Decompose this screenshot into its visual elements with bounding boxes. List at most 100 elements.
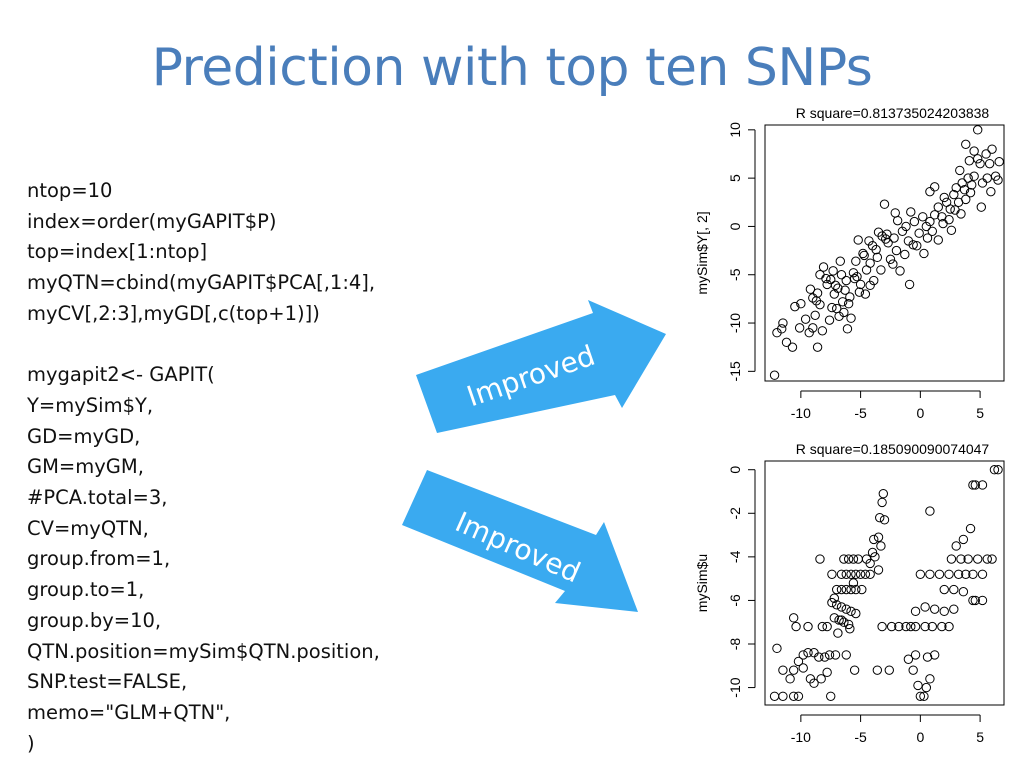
data-point [900,249,910,260]
data-point [809,678,819,688]
data-point [876,265,886,275]
data-point [843,554,854,564]
data-point [895,266,905,276]
data-point [772,643,782,654]
data-point [977,178,988,188]
data-point [944,214,954,225]
data-point [836,602,847,612]
data-point [865,569,875,579]
data-point [873,227,884,237]
data-point [769,691,780,701]
data-point [910,650,921,660]
data-point [852,271,862,282]
data-point [785,674,795,684]
data-point [878,488,889,499]
arrow-shape-upper [416,300,666,433]
data-point [938,218,948,229]
data-point [836,615,847,625]
data-point [809,648,819,658]
data-point [872,252,883,263]
code-line: myCV[,2:3],myGD[,c(top+1)]) [27,301,320,325]
data-point [836,584,847,595]
data-point [963,554,973,564]
data-point [918,212,928,222]
data-point [781,337,792,348]
data-point [994,157,1004,167]
data-point [944,569,954,579]
data-point [906,207,916,217]
data-point [956,554,966,564]
data-point [851,608,861,619]
data-point [826,274,836,285]
data-point [910,606,921,617]
data-point [788,691,799,701]
code-line: CV=myQTN, [27,516,149,540]
code-line: mygapit2<- GAPIT( [27,363,215,387]
plot-title: R square=0.813735024203838 [796,105,990,121]
data-point [827,569,837,579]
data-point [961,139,971,150]
data-point [927,621,937,632]
data-point [805,284,816,294]
data-point [803,648,813,658]
y-tick-label: 10 [727,122,743,138]
x-tick-label: 0 [916,729,924,745]
data-point [919,248,929,259]
code-line: GD=myGD, [27,424,141,448]
data-point [984,158,995,169]
x-tick-label: 0 [916,405,924,421]
x-tick-label: -10 [791,405,811,421]
improved-arrow-upper: Improved [416,300,666,433]
data-point [841,650,851,660]
data-point [846,584,856,595]
data-point [982,173,992,183]
data-point [993,175,1003,185]
data-point [828,266,838,276]
data-point [833,628,843,638]
data-point [846,313,856,323]
data-point [946,225,957,235]
data-point [800,314,811,324]
data-point [824,315,835,325]
data-point [929,210,940,220]
data-point [970,595,981,606]
code-line: top=index[1:ntop] [27,240,208,264]
data-point [909,216,920,227]
data-point [920,602,930,612]
data-point [848,554,859,564]
data-point [993,465,1003,475]
data-point [822,621,832,632]
data-point [836,569,847,579]
data-point [777,324,787,334]
data-point [925,506,935,516]
data-point [826,691,836,701]
data-point [864,236,874,246]
improved-arrow-lower: Improved [402,470,638,612]
data-point [798,663,808,673]
data-point [875,512,885,523]
data-point [949,604,959,614]
data-point [969,146,979,156]
data-point [922,233,933,243]
data-point [855,569,866,579]
data-point [914,228,924,238]
data-point [946,554,957,564]
data-point [842,324,853,334]
data-point [987,144,997,154]
data-point [836,270,847,280]
data-point [835,256,845,266]
data-point [808,293,818,303]
y-axis-label: mySim$Y[, 2] [694,211,710,294]
data-point [925,186,935,197]
data-point [821,273,831,284]
x-tick-label: -10 [791,729,811,745]
y-tick-label: -2 [727,507,743,520]
data-point [820,652,830,662]
data-point [865,280,875,291]
data-point [841,569,851,579]
data-point [871,244,881,255]
code-line: myQTN=cbind(myGAPIT$PCA[,1:4], [27,271,376,295]
data-point [865,258,875,268]
code-line: memo="GLM+QTN", [27,700,231,724]
data-point [830,280,841,291]
